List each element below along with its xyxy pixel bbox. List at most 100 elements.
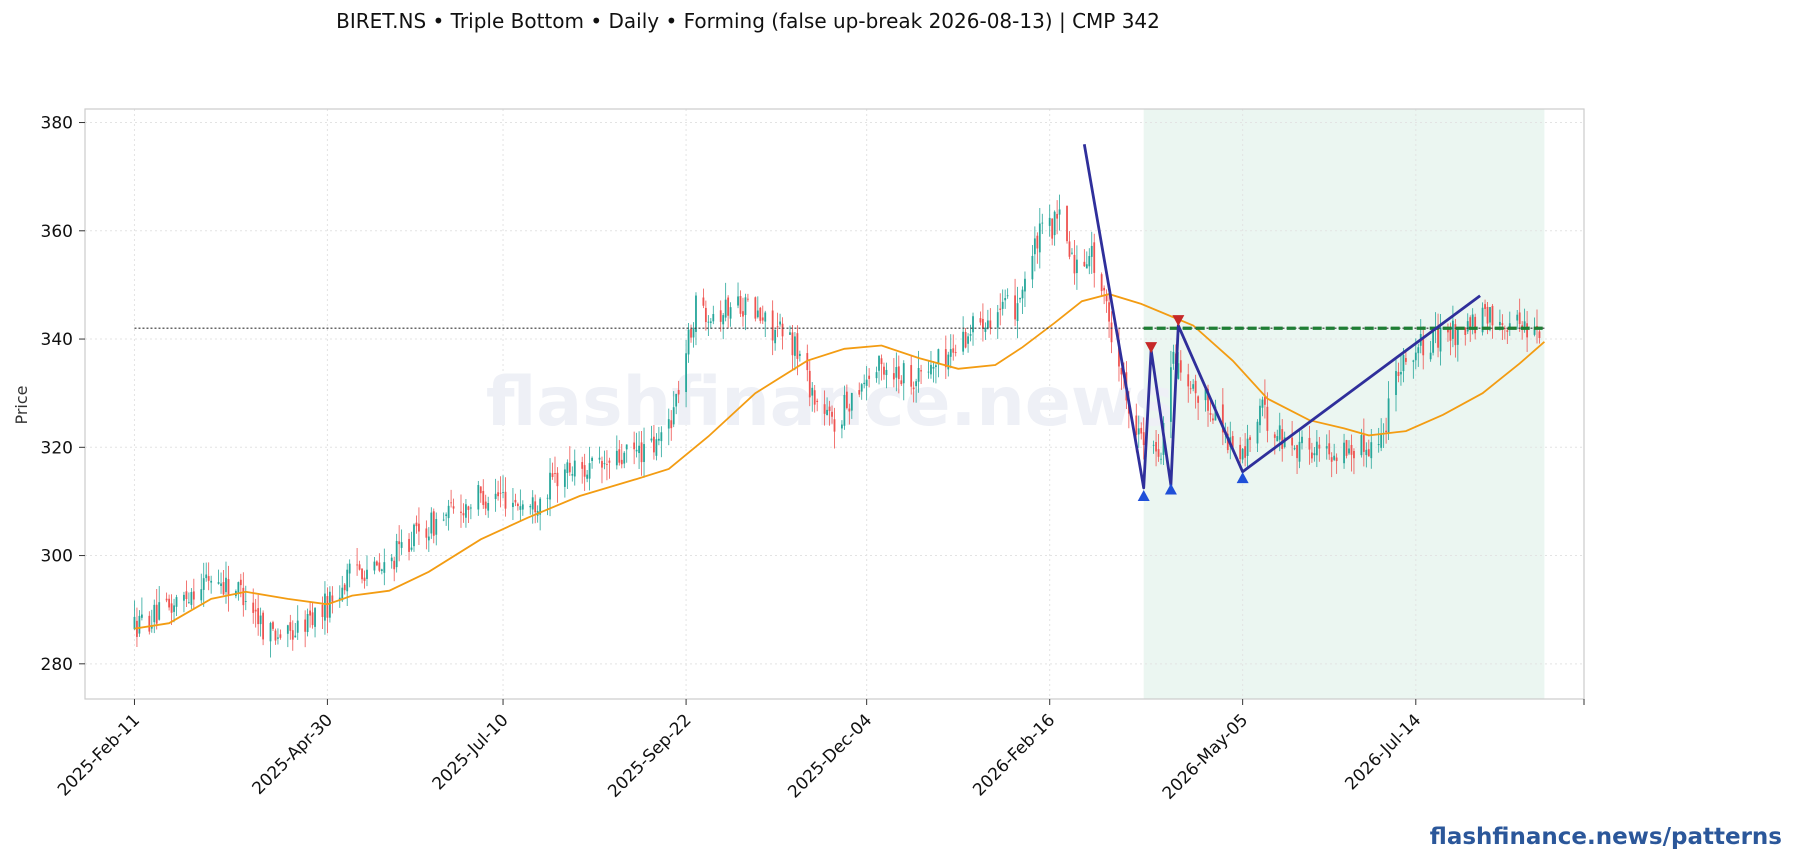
y-axis: 280 300 320 340 360 380: [41, 114, 85, 675]
candle-body: [791, 332, 794, 356]
candle-body: [608, 460, 611, 463]
candle-body: [1033, 238, 1036, 255]
candle-body: [601, 461, 603, 468]
candle-body: [1110, 322, 1113, 343]
candle-body: [1118, 339, 1120, 367]
candle-body: [1397, 371, 1400, 376]
candle-body: [138, 615, 141, 634]
candle-body: [425, 528, 428, 538]
candle-body: [390, 557, 393, 562]
candle-body: [1187, 374, 1190, 387]
candle-body: [1412, 360, 1415, 362]
candle-body: [1041, 222, 1044, 224]
candle-body: [657, 438, 660, 441]
y-tick-label: 380: [41, 114, 73, 134]
candle-body: [1429, 352, 1432, 360]
candle-body: [1456, 328, 1459, 345]
candle-body: [286, 625, 289, 634]
candle-body: [1400, 372, 1402, 375]
candle-body: [722, 315, 725, 325]
candle-body: [1481, 307, 1484, 333]
candle-body: [779, 321, 781, 325]
candle-body: [954, 352, 957, 354]
candle-body: [165, 598, 168, 601]
candle-body: [497, 492, 499, 497]
candle-body: [1278, 425, 1281, 440]
candle-body: [202, 578, 205, 590]
candle-body: [519, 506, 522, 510]
candle-body: [210, 580, 213, 583]
candle-body: [326, 596, 329, 618]
candle-body: [1503, 328, 1506, 330]
candle-body: [1489, 307, 1491, 323]
candle-body: [1239, 444, 1242, 460]
candle-body: [620, 459, 623, 465]
candle-body: [227, 579, 230, 595]
candle-body: [1491, 305, 1494, 326]
candle-body: [880, 358, 883, 365]
candle-body: [546, 497, 549, 499]
candle-body: [462, 513, 465, 516]
candle-body: [625, 444, 628, 450]
candle-body: [1231, 436, 1234, 449]
candle-body: [153, 604, 156, 623]
candle-body: [964, 331, 967, 348]
candle-body: [927, 371, 930, 373]
candle-body: [692, 328, 695, 338]
candle-body: [187, 602, 190, 603]
y-tick-label: 320: [41, 438, 73, 458]
candle-body: [398, 541, 401, 545]
candle-body: [378, 562, 381, 571]
candle-body: [1447, 328, 1449, 333]
candle-body: [850, 392, 853, 411]
candle-body: [1249, 437, 1251, 440]
candle-body: [477, 485, 480, 510]
candle-body: [1350, 444, 1353, 455]
candle-body: [205, 574, 208, 579]
candle-body: [1345, 440, 1348, 456]
candle-body: [306, 613, 309, 633]
footer-link[interactable]: flashfinance.news/patterns: [1430, 824, 1782, 850]
candle-body: [1422, 337, 1425, 356]
candle-body: [737, 296, 739, 306]
candle-body: [1073, 254, 1076, 274]
candle-body: [556, 472, 559, 487]
candle-body: [860, 384, 863, 392]
candle-body: [571, 474, 574, 476]
candle-body: [709, 321, 712, 323]
candle-body: [413, 524, 415, 547]
candle-body: [311, 612, 314, 626]
candle-body: [1370, 442, 1373, 459]
candle-body: [259, 615, 262, 625]
candle-body: [1172, 351, 1175, 364]
candle-body: [1449, 328, 1452, 341]
candle-body: [257, 608, 260, 625]
candle-body: [843, 394, 846, 426]
candle-body: [798, 353, 801, 356]
candle-body: [707, 321, 710, 323]
candle-body: [675, 393, 678, 407]
candle-body: [1024, 278, 1026, 292]
candle-body: [653, 436, 655, 453]
candle-body: [1498, 321, 1501, 326]
candle-body: [395, 540, 398, 568]
candle-body: [1006, 295, 1009, 297]
candle-body: [309, 610, 311, 616]
candle-body: [140, 614, 143, 618]
candle-body: [262, 612, 264, 640]
candle-body: [897, 366, 900, 380]
candle-body: [588, 463, 591, 479]
candle-body: [618, 449, 621, 463]
candle-body: [341, 587, 344, 601]
candle-body: [685, 353, 687, 393]
candle-body: [660, 432, 663, 442]
candle-body: [338, 597, 341, 600]
candle-body: [1451, 320, 1454, 339]
x-tick-label: 2026-Feb-16: [969, 710, 1059, 800]
candle-body: [633, 442, 636, 450]
candle-body: [1068, 241, 1071, 257]
candle-body: [1212, 418, 1214, 421]
candle-body: [237, 582, 240, 593]
candle-body: [465, 504, 467, 518]
candle-body: [1204, 389, 1207, 401]
